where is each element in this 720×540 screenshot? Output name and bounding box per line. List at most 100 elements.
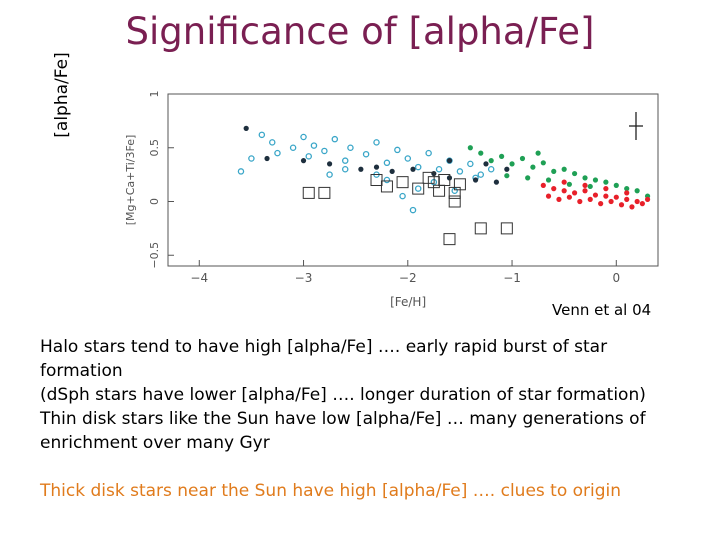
data-point-circle: [300, 133, 307, 141]
data-point-dot: [571, 170, 578, 177]
data-point-dot: [603, 193, 609, 199]
data-point-circle: [326, 171, 333, 178]
data-point-circle: [414, 163, 422, 171]
data-point-circle: [362, 150, 370, 158]
data-point-dot: [551, 186, 557, 192]
body-text: Halo stars tend to have high [alpha/Fe] …: [40, 335, 690, 455]
data-point-circle: [487, 166, 495, 173]
data-point-circle: [435, 166, 443, 173]
body-line-thin-disk: Thin disk stars like the Sun have low [a…: [40, 409, 646, 453]
x-tick-label: 0: [612, 271, 620, 285]
data-point-dot: [472, 177, 479, 183]
y-tick-label: 1: [148, 91, 161, 98]
data-point-dot: [545, 177, 552, 183]
x-tick-label: −3: [295, 271, 313, 285]
data-point-dot: [582, 188, 588, 194]
data-point-dot: [561, 188, 567, 194]
data-point-dot: [488, 158, 494, 164]
x-tick-label: −4: [190, 271, 208, 285]
data-point-dot: [504, 166, 510, 172]
y-tick-label: −0.5: [148, 242, 161, 269]
data-point-dot: [300, 158, 307, 164]
data-point-dot: [566, 181, 572, 187]
data-point-dot: [613, 194, 619, 200]
highlight-thick-disk: Thick disk stars near the Sun have high …: [40, 481, 622, 501]
point-layer: [237, 125, 651, 246]
data-point-circle: [467, 160, 474, 168]
body-line-dsph: (dSph stars have lower [alpha/Fe] …. lon…: [40, 385, 646, 405]
data-point-dot: [624, 186, 630, 192]
x-tick-label: −1: [503, 271, 521, 285]
body-line-halo: Halo stars tend to have high [alpha/Fe] …: [40, 337, 608, 381]
data-point-circle: [414, 185, 422, 192]
data-point-dot: [373, 164, 380, 170]
data-point-square: [438, 174, 451, 186]
data-point-circle: [305, 153, 312, 160]
data-point-circle: [394, 146, 401, 154]
data-point-dot: [629, 204, 635, 210]
tick-layer: −4 −3 −2 −1 0 −0.5 0 0.5 1: [148, 91, 620, 286]
data-point-circle: [477, 171, 485, 178]
data-point-circle: [404, 155, 412, 162]
data-point-dot: [603, 186, 609, 192]
y-tick-label: 0: [148, 198, 161, 205]
data-point-dot: [504, 173, 510, 179]
x-axis-label: [Fe/H]: [390, 295, 426, 309]
data-point-dot: [587, 183, 593, 190]
error-bar: [629, 112, 643, 140]
data-point-dot: [561, 166, 567, 172]
data-point-square: [396, 176, 409, 189]
data-point-square: [318, 186, 331, 199]
data-point-dot: [545, 193, 552, 199]
data-point-circle: [237, 168, 245, 175]
data-point-square: [500, 222, 513, 235]
data-point-dot: [582, 175, 588, 181]
data-point-dot: [582, 182, 588, 188]
data-point-circle: [341, 166, 349, 173]
data-point-square: [448, 195, 461, 208]
data-point-dot: [467, 145, 473, 151]
data-point-dot: [478, 150, 484, 156]
data-point-dot: [556, 196, 562, 202]
data-point-circle: [310, 142, 318, 149]
data-point-dot: [326, 161, 333, 167]
data-point-dot: [540, 160, 546, 166]
data-point-dot: [499, 153, 505, 159]
data-point-circle: [321, 147, 328, 155]
data-point-dot: [624, 190, 630, 196]
plot-frame: [167, 93, 659, 267]
data-point-square: [448, 186, 461, 199]
data-point-dot: [525, 175, 531, 181]
x-tick-label: −2: [399, 271, 417, 285]
data-point-dot: [592, 192, 599, 198]
data-point-dot: [446, 158, 453, 164]
data-point-circle: [258, 131, 266, 139]
y-axis-label: [Mg+Ca+Ti/3Fe]: [124, 135, 137, 226]
data-point-circle: [383, 159, 391, 167]
data-point-dot: [592, 177, 599, 183]
data-point-dot: [587, 196, 593, 202]
data-point-circle: [425, 149, 432, 157]
data-point-dot: [243, 125, 249, 131]
citation-credit: Venn et al 04: [552, 301, 652, 319]
data-point-circle: [383, 176, 391, 184]
data-point-circle: [341, 157, 349, 164]
data-point-dot: [634, 188, 640, 194]
data-point-dot: [571, 190, 578, 196]
data-point-dot: [483, 161, 489, 167]
data-point-dot: [624, 196, 630, 202]
data-point-circle: [399, 192, 406, 200]
data-point-circle: [248, 155, 255, 162]
data-point-circle: [274, 149, 281, 157]
data-point-dot: [540, 182, 546, 188]
data-point-dot: [566, 194, 572, 200]
data-point-dot: [509, 161, 515, 167]
data-point-dot: [644, 196, 651, 202]
data-point-dot: [561, 179, 567, 185]
data-point-dot: [577, 198, 583, 205]
data-point-dot: [608, 198, 614, 205]
data-point-dot: [551, 168, 557, 174]
data-point-square: [443, 233, 456, 246]
data-point-circle: [456, 168, 464, 175]
data-point-dot: [613, 182, 619, 188]
